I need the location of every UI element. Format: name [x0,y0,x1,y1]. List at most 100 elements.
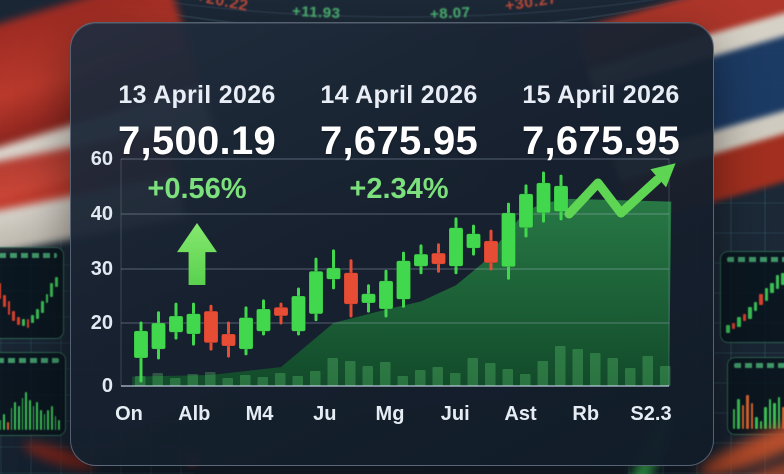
ticker-value: +11.93 [291,2,341,23]
volume-bar [485,363,496,386]
volume-bar [537,361,548,386]
ticker-value: +8.07 [429,3,471,24]
trend-area-fill [132,198,672,386]
mini-chart-bar [7,422,9,430]
mini-chart-bar [18,406,20,430]
mini-chart-bar [40,410,42,430]
volume-bar [380,362,391,386]
x-tick-label: M4 [245,403,274,425]
mini-chart-bar [748,307,752,319]
candle-down [221,333,236,347]
candle-up [378,280,394,310]
mini-chart-bar [2,295,6,307]
candle-up [501,212,516,268]
volume-bar [292,376,303,386]
volume-bar [660,366,671,386]
volume-bar [590,353,601,386]
y-tick-label: 20 [90,312,113,334]
mini-chart-bar [55,277,58,287]
mini-chart-bar [3,414,6,430]
day-summary-2: 14 April 2026 7,675.95 +2.34% [299,81,499,206]
mini-chart-bar [36,309,39,319]
mini-chart-bar [731,323,735,329]
candle-up [256,308,271,332]
mini-chart-header [0,358,59,363]
x-tick-label: Jui [440,403,470,425]
mini-chart-header [727,257,784,262]
day1-price: 7,500.19 [117,119,277,163]
mini-chart-bar [51,406,53,430]
mini-chart-bar [746,395,749,429]
candle-up [186,313,201,335]
mini-chart-bar [21,398,24,430]
mini-chart-bar [775,275,779,289]
trend-arrow-head [650,163,676,188]
mini-chart-bar [764,407,767,429]
mini-chart-right-bottom [727,357,784,435]
volume-bar [555,346,566,386]
mini-chart-bar [14,402,17,430]
mini-chart-bar [753,302,757,311]
mini-chart-bar [31,315,35,323]
day2-price: 7,675.95 [319,119,479,163]
volume-bar [397,376,408,386]
x-tick-label: On [115,403,143,425]
x-tick-label: Ast [504,403,537,425]
candle-up [168,315,184,333]
x-tick-label: Mg [375,403,405,425]
day3-date: 15 April 2026 [522,81,680,109]
candle-up [133,330,149,359]
mini-chart-bar [17,317,20,325]
volume-bar [310,371,321,386]
volume-bar [572,349,583,386]
mini-chart-bar [40,301,44,313]
volume-bar [450,373,461,386]
mini-chart-bar [737,399,740,429]
candle-up [553,185,569,212]
mini-chart-bar [26,319,30,328]
mini-chart-bar [737,317,741,327]
mini-chart-bar [54,416,57,430]
volume-bar [642,356,653,386]
day1-change: +0.56% [147,173,247,205]
y-tick-label: 0 [101,375,113,397]
candle-up [361,293,376,304]
day-summary-3: 15 April 2026 7,675.95 [499,81,703,164]
x-tick-label: Alb [178,403,211,425]
mini-chart-bar [10,408,13,430]
mini-chart-bar [773,403,776,429]
candlestick-chart [120,158,676,387]
mini-chart-bar [726,325,730,333]
y-tick-label: 40 [90,203,113,225]
y-tick-label: 30 [90,258,113,280]
mini-chart-bar [742,314,746,321]
day3-price: 7,675.95 [521,119,681,163]
mini-chart-bar [7,301,11,315]
x-tick-label: Ju [313,403,337,425]
mini-chart-header [0,253,57,258]
trend-arrow-line [564,175,662,219]
candle-down [203,310,219,344]
mini-chart-left-bottom [0,352,66,436]
volume-bar [345,361,356,386]
price-summary-card: 60 40 30 20 0 On Alb M4 Ju Mg Jui Ast Rb S2.3 13 Apr… [70,22,714,466]
volume-bar [257,377,268,386]
mini-chart-bar [770,283,774,293]
candle-up [518,193,534,228]
candle-up [326,267,341,280]
mini-chart-bar [782,407,784,429]
volume-bar [170,378,181,386]
candle-up [151,322,166,350]
mini-chart-bar [36,402,39,430]
day2-change: +2.34% [349,173,449,205]
x-tick-label: S2.3 [630,403,672,425]
mini-chart-bar [29,400,31,430]
volume-bar [205,372,216,386]
mini-chart-bar [764,288,768,301]
x-tick-label: Rb [572,403,600,425]
volume-bar [240,375,251,386]
mini-chart-bar [759,421,763,429]
mini-chart-bar [768,399,772,429]
day1-date: 13 April 2026 [118,81,276,109]
candle-up [291,295,306,332]
